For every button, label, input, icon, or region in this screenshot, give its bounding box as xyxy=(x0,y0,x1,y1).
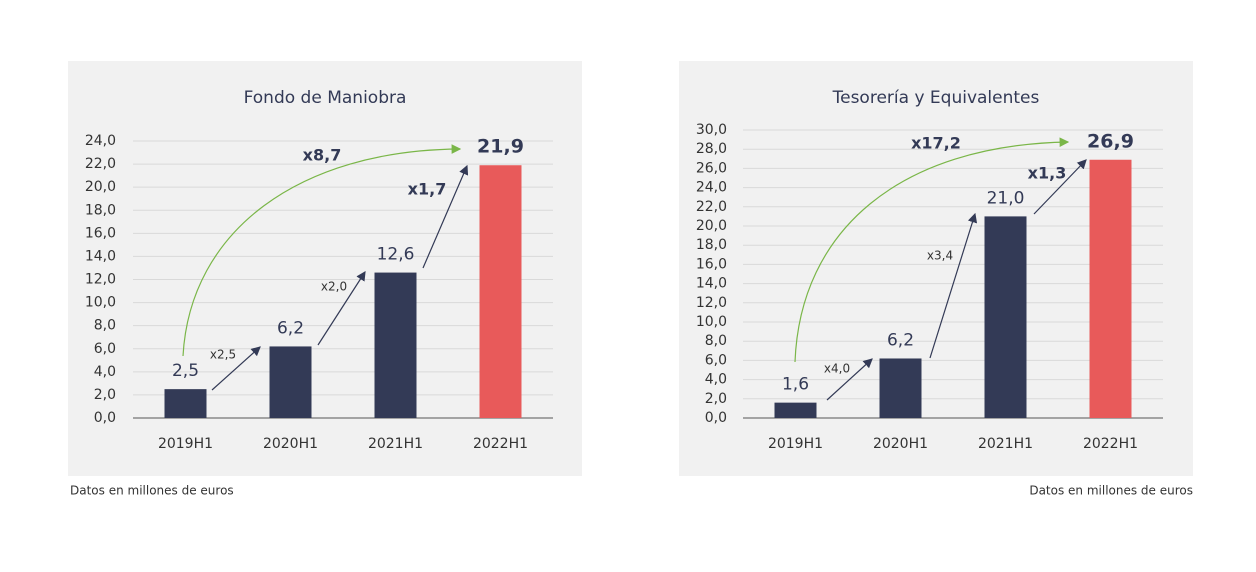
value-label: 6,2 xyxy=(277,318,304,338)
chart-title: Tesorería y Equivalentes xyxy=(832,88,1040,108)
y-tick-label: 24,0 xyxy=(85,133,116,149)
value-label: 6,2 xyxy=(887,330,914,350)
y-tick-label: 10,0 xyxy=(696,314,727,330)
growth-label: x2,5 xyxy=(210,348,236,362)
chart-title: Fondo de Maniobra xyxy=(244,88,407,108)
growth-label: x2,0 xyxy=(321,280,347,294)
value-label: 1,6 xyxy=(782,375,809,395)
y-tick-label: 22,0 xyxy=(85,156,116,172)
y-tick-label: 6,0 xyxy=(705,352,727,368)
y-tick-label: 22,0 xyxy=(696,199,727,215)
value-label: 26,9 xyxy=(1087,130,1134,152)
x-tick-label: 2020H1 xyxy=(263,436,318,452)
growth-label: x3,4 xyxy=(927,249,953,263)
y-tick-label: 18,0 xyxy=(85,202,116,218)
growth-arrow xyxy=(211,346,261,391)
growth-arrow xyxy=(826,358,873,401)
y-tick-label: 2,0 xyxy=(94,387,116,403)
y-tick-label: 12,0 xyxy=(696,295,727,311)
x-tick-label: 2022H1 xyxy=(1083,436,1138,452)
bar xyxy=(269,346,312,418)
y-tick-label: 0,0 xyxy=(705,410,727,426)
bar xyxy=(374,272,417,418)
growth-label: x1,7 xyxy=(408,180,447,199)
y-tick-label: 14,0 xyxy=(85,248,116,264)
total-growth-label: x17,2 xyxy=(911,134,961,153)
y-tick-label: 24,0 xyxy=(696,180,727,196)
y-tick-label: 16,0 xyxy=(696,256,727,272)
growth-arrow xyxy=(1033,159,1087,215)
note: Datos en millones de euros xyxy=(1029,484,1193,498)
growth-label: x4,0 xyxy=(824,362,850,376)
bar xyxy=(164,389,207,418)
note: Datos en millones de euros xyxy=(70,484,234,498)
y-tick-label: 14,0 xyxy=(696,276,727,292)
x-tick-label: 2019H1 xyxy=(158,436,213,452)
growth-label: x1,3 xyxy=(1028,164,1067,183)
y-tick-label: 0,0 xyxy=(94,410,116,426)
y-tick-label: 6,0 xyxy=(94,341,116,357)
total-growth-arrow xyxy=(794,137,1070,363)
y-tick-label: 12,0 xyxy=(85,272,116,288)
y-tick-label: 20,0 xyxy=(696,218,727,234)
y-tick-label: 4,0 xyxy=(705,372,727,388)
y-tick-label: 28,0 xyxy=(696,141,727,157)
y-tick-label: 8,0 xyxy=(94,318,116,334)
growth-arrow xyxy=(422,164,469,269)
growth-arrow xyxy=(317,270,366,346)
x-tick-label: 2021H1 xyxy=(978,436,1033,452)
total-growth-label: x8,7 xyxy=(303,146,342,165)
x-tick-label: 2020H1 xyxy=(873,436,928,452)
value-label: 21,0 xyxy=(987,188,1025,208)
y-tick-label: 26,0 xyxy=(696,160,727,176)
bar xyxy=(879,358,922,418)
x-tick-label: 2022H1 xyxy=(473,436,528,452)
growth-arrow xyxy=(929,212,978,359)
x-tick-label: 2019H1 xyxy=(768,436,823,452)
bar xyxy=(984,216,1027,418)
y-tick-label: 18,0 xyxy=(696,237,727,253)
total-growth-arrow xyxy=(182,144,462,357)
bar xyxy=(774,402,817,418)
y-tick-label: 4,0 xyxy=(94,364,116,380)
value-label: 21,9 xyxy=(477,136,524,158)
bar xyxy=(479,165,522,418)
bar xyxy=(1089,159,1132,418)
y-tick-label: 16,0 xyxy=(85,225,116,241)
y-tick-label: 2,0 xyxy=(705,391,727,407)
y-tick-label: 8,0 xyxy=(705,333,727,349)
y-tick-label: 20,0 xyxy=(85,179,116,195)
x-tick-label: 2021H1 xyxy=(368,436,423,452)
y-tick-label: 30,0 xyxy=(696,122,727,138)
value-label: 2,5 xyxy=(172,361,199,381)
value-label: 12,6 xyxy=(377,245,415,265)
y-tick-label: 10,0 xyxy=(85,295,116,311)
